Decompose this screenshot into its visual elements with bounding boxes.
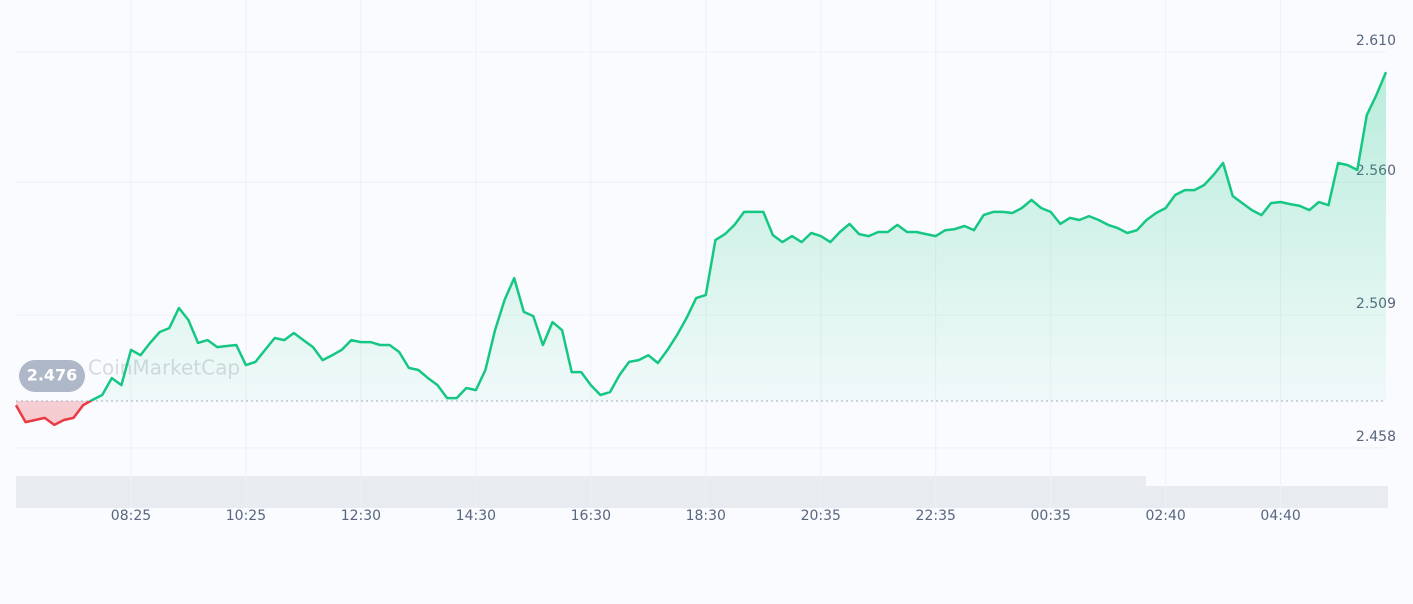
x-tick-label: 12:30 <box>341 508 381 524</box>
price-line-up <box>88 71 1388 401</box>
x-tick-label: 22:35 <box>916 508 956 524</box>
area-up <box>90 72 1386 401</box>
reference-badge <box>19 359 85 392</box>
reference-label: 2.476 <box>27 365 78 384</box>
x-tick-label: 20:35 <box>801 508 841 524</box>
x-tick-label: 04:40 <box>1260 508 1300 524</box>
x-tick-label: 00:35 <box>1031 508 1071 524</box>
volume-strip <box>16 476 1388 508</box>
y-tick-label: 2.610 <box>1356 33 1396 49</box>
y-tick-label: 2.458 <box>1356 429 1396 445</box>
x-tick-label: 14:30 <box>456 508 496 524</box>
x-tick-label: 08:25 <box>111 508 151 524</box>
x-tick-label: 18:30 <box>686 508 726 524</box>
x-tick-label: 16:30 <box>571 508 611 524</box>
x-tick-label: 02:40 <box>1145 508 1185 524</box>
x-tick-label: 10:25 <box>226 508 266 524</box>
